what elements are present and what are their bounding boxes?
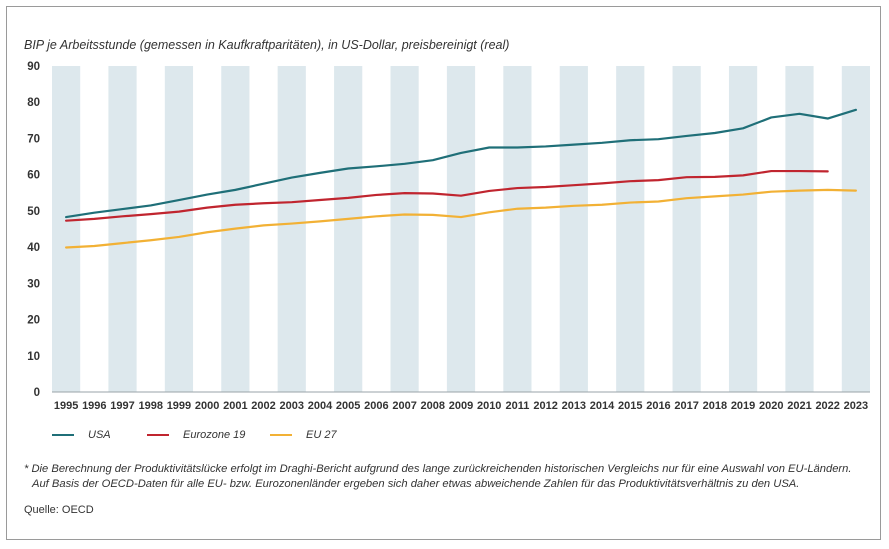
legend-label-eu-27: EU 27 bbox=[306, 429, 337, 441]
footnote: * Die Berechnung der Produktivitätslücke… bbox=[24, 462, 874, 492]
grid-band-2023 bbox=[841, 66, 870, 392]
grid-band-1999 bbox=[164, 66, 194, 392]
x-tick-label-2011: 2011 bbox=[505, 400, 529, 412]
legend-swatch-eurozone-19 bbox=[147, 434, 169, 436]
grid-band-1997 bbox=[108, 66, 137, 392]
y-tick-label-50: 50 bbox=[27, 206, 40, 218]
x-tick-label-2012: 2012 bbox=[533, 400, 557, 412]
y-tick-label-20: 20 bbox=[27, 315, 40, 327]
x-tick-label-2007: 2007 bbox=[392, 400, 416, 412]
y-tick-label-90: 90 bbox=[27, 61, 40, 73]
legend-swatch-usa bbox=[52, 434, 74, 436]
y-tick-label-0: 0 bbox=[34, 387, 40, 399]
x-tick-label-2004: 2004 bbox=[308, 400, 333, 412]
grid-band-2013 bbox=[559, 66, 588, 392]
x-tick-label-2021: 2021 bbox=[787, 400, 811, 412]
x-tick-label-2014: 2014 bbox=[590, 400, 615, 412]
legend-item-usa: USA bbox=[52, 429, 111, 441]
footnote-line-2: Auf Basis der OECD-Daten für alle EU- bz… bbox=[32, 478, 800, 490]
x-tick-label-2015: 2015 bbox=[618, 400, 642, 412]
legend-swatch-eu-27 bbox=[270, 434, 292, 436]
x-tick-label-2008: 2008 bbox=[421, 400, 445, 412]
series-line-eu-27 bbox=[65, 188, 857, 249]
grid-band-2015 bbox=[616, 66, 645, 392]
legend-item-eurozone-19: Eurozone 19 bbox=[147, 429, 245, 441]
y-tick-label-70: 70 bbox=[27, 133, 40, 145]
y-tick-label-30: 30 bbox=[27, 278, 40, 290]
grid-band-2007 bbox=[390, 66, 419, 392]
source-label: Quelle: OECD bbox=[24, 504, 94, 516]
x-tick-label-2005: 2005 bbox=[336, 400, 360, 412]
x-tick-label-2003: 2003 bbox=[280, 400, 304, 412]
x-tick-label-2009: 2009 bbox=[449, 400, 473, 412]
grid-band-1995 bbox=[52, 66, 81, 392]
x-tick-label-2023: 2023 bbox=[844, 400, 868, 412]
x-tick-label-2002: 2002 bbox=[251, 400, 275, 412]
grid-band-2003 bbox=[277, 66, 306, 392]
chart-title: BIP je Arbeitsstunde (gemessen in Kaufkr… bbox=[24, 38, 510, 52]
grid-band-2005 bbox=[334, 66, 363, 392]
x-tick-label-2010: 2010 bbox=[477, 400, 501, 412]
legend-item-eu-27: EU 27 bbox=[270, 429, 337, 441]
y-tick-label-40: 40 bbox=[27, 242, 40, 254]
y-tick-label-10: 10 bbox=[27, 351, 40, 363]
x-tick-label-1995: 1995 bbox=[54, 400, 78, 412]
series-line-eurozone-19 bbox=[65, 169, 829, 222]
x-tick-label-1998: 1998 bbox=[138, 400, 162, 412]
grid-band-2019 bbox=[728, 66, 758, 392]
grid-band-2011 bbox=[503, 66, 532, 392]
y-tick-label-60: 60 bbox=[27, 170, 40, 182]
x-tick-label-2006: 2006 bbox=[364, 400, 388, 412]
grid-band-2021 bbox=[785, 66, 814, 392]
grid-band-2017 bbox=[672, 66, 701, 392]
x-tick-label-2001: 2001 bbox=[223, 400, 247, 412]
x-tick-label-2022: 2022 bbox=[815, 400, 839, 412]
x-tick-label-2013: 2013 bbox=[562, 400, 586, 412]
x-tick-label-2018: 2018 bbox=[703, 400, 727, 412]
x-tick-label-1996: 1996 bbox=[82, 400, 106, 412]
legend-label-usa: USA bbox=[88, 429, 111, 441]
x-tick-label-2016: 2016 bbox=[646, 400, 670, 412]
series-line-usa bbox=[65, 108, 857, 219]
x-tick-label-1999: 1999 bbox=[167, 400, 191, 412]
x-tick-label-1997: 1997 bbox=[110, 400, 134, 412]
x-tick-label-2019: 2019 bbox=[731, 400, 755, 412]
x-tick-label-2017: 2017 bbox=[674, 400, 698, 412]
x-tick-label-2020: 2020 bbox=[759, 400, 783, 412]
x-tick-label-2000: 2000 bbox=[195, 400, 219, 412]
y-tick-label-80: 80 bbox=[27, 97, 40, 109]
footnote-line-1: * Die Berechnung der Produktivitätslücke… bbox=[24, 463, 852, 475]
legend-label-eurozone-19: Eurozone 19 bbox=[183, 429, 246, 441]
grid-band-2009 bbox=[446, 66, 476, 392]
